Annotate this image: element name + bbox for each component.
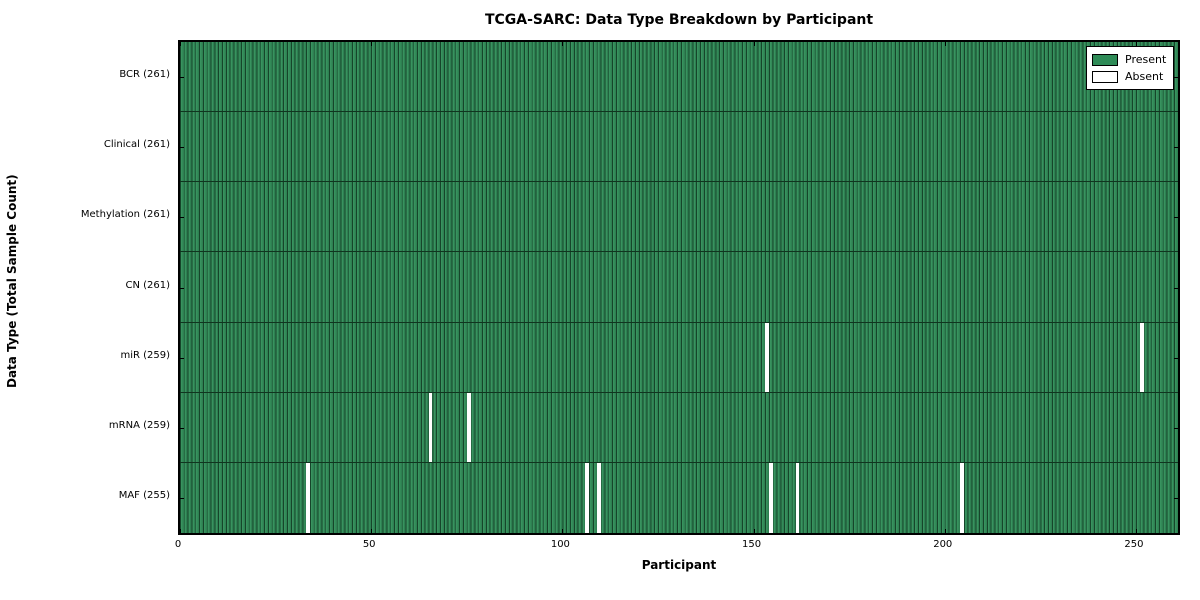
absent-gap: [596, 462, 601, 533]
y-tick-label: BCR (261): [119, 69, 170, 81]
legend-item-absent: Absent: [1092, 68, 1167, 85]
absent-gap: [306, 462, 310, 533]
x-tick: [1135, 42, 1137, 46]
legend-item-present: Present: [1092, 51, 1167, 68]
y-tick: [1174, 287, 1178, 289]
x-axis-title: Participant: [641, 558, 717, 572]
y-tick: [180, 287, 184, 289]
x-tick: [944, 42, 946, 46]
legend-label-present: Present: [1125, 53, 1167, 66]
x-tick-label: 150: [742, 539, 762, 550]
absent-gap: [795, 462, 800, 533]
heatmap-row-mrna: [180, 392, 1178, 463]
present-swatch-icon: [1092, 53, 1118, 66]
y-tick: [1174, 147, 1178, 149]
y-tick-label: MAF (255): [118, 489, 170, 501]
heatmap-row-cn: [180, 252, 1178, 323]
absent-gap: [466, 392, 471, 462]
y-axis-title: Data Type (Total Sample Count): [5, 174, 19, 388]
absent-swatch-icon: [1092, 70, 1118, 83]
y-tick: [180, 497, 184, 499]
x-tick: [944, 529, 946, 533]
x-tick: [371, 42, 373, 46]
x-tick: [562, 529, 564, 533]
y-tick-label: Clinical (261): [103, 139, 170, 151]
chart-title: TCGA-SARC: Data Type Breakdown by Partic…: [484, 12, 874, 28]
y-tick: [1174, 497, 1178, 499]
absent-gap: [585, 462, 590, 533]
heatmap-row-clinical: [180, 112, 1178, 183]
y-tick: [1174, 427, 1178, 429]
x-tick-label: 0: [174, 539, 182, 550]
x-tick-label: 100: [550, 539, 570, 550]
heatmap-row-mir: [180, 322, 1178, 393]
x-tick-label: 200: [933, 539, 953, 550]
y-tick-label: mRNA (259): [108, 419, 170, 431]
x-tick: [753, 42, 755, 46]
y-tick-label: Methylation (261): [80, 209, 170, 221]
absent-gap: [768, 462, 773, 533]
heatmap-row-bcr: [180, 42, 1178, 113]
legend-label-absent: Absent: [1125, 70, 1164, 83]
heatmap-row-maf: [180, 462, 1178, 533]
x-tick: [180, 42, 181, 46]
absent-gap: [428, 392, 433, 462]
x-tick: [1135, 529, 1137, 533]
x-tick: [562, 42, 564, 46]
y-tick: [180, 77, 184, 79]
x-tick: [371, 529, 373, 533]
x-tick: [753, 529, 755, 533]
y-tick: [1174, 217, 1178, 219]
x-tick-label: 50: [362, 539, 376, 550]
y-tick: [180, 147, 184, 149]
y-tick: [180, 217, 184, 219]
heatmap-row-methylation: [180, 182, 1178, 253]
legend: Present Absent: [1086, 46, 1174, 90]
y-tick: [1174, 77, 1178, 79]
x-tick-label: 250: [1124, 539, 1144, 550]
y-tick-label: miR (259): [120, 349, 170, 361]
absent-gap: [1139, 322, 1144, 392]
y-tick: [180, 427, 184, 429]
y-tick: [1174, 357, 1178, 359]
x-tick: [180, 529, 181, 533]
y-tick: [180, 357, 184, 359]
y-tick-label: CN (261): [125, 279, 170, 291]
absent-gap: [765, 322, 769, 392]
plot-area: Present Absent: [178, 40, 1180, 535]
absent-gap: [960, 462, 964, 533]
